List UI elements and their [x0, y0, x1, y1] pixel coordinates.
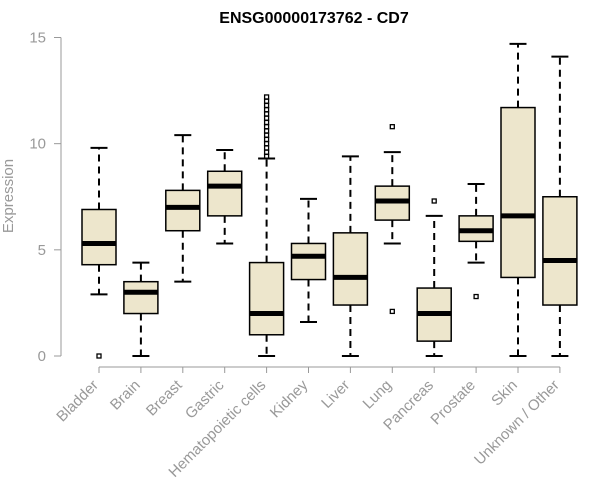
iqr-box — [165, 189, 201, 232]
outlier-point — [263, 141, 270, 147]
y-tick-label: 15 — [29, 30, 46, 47]
iqr-box — [206, 170, 243, 217]
box-pancreas — [416, 198, 452, 357]
iqr-box — [290, 242, 327, 281]
outlier-point — [263, 149, 270, 155]
box-skin — [500, 42, 536, 357]
outlier-point — [263, 124, 270, 130]
x-tick-label: Breast — [143, 376, 186, 419]
outlier-point — [431, 198, 437, 204]
outlier-point — [96, 353, 102, 359]
box-prostate — [458, 183, 494, 300]
axes: 0 5 10 15 — [29, 30, 561, 373]
iqr-box — [542, 196, 578, 306]
outlier-point — [263, 136, 270, 143]
box-hematopoietic-cells — [248, 94, 285, 357]
iqr-box — [81, 208, 117, 266]
outlier-point — [263, 145, 270, 151]
box-unknown-other — [542, 55, 578, 357]
box-liver — [332, 155, 369, 357]
iqr-box — [332, 232, 369, 306]
box-kidney — [290, 197, 327, 324]
plot-area — [81, 42, 578, 359]
x-tick-label: Brain — [107, 377, 144, 414]
x-tick-label: Prostate — [427, 377, 479, 429]
x-tick-label: Lung — [360, 377, 396, 413]
outlier-point — [263, 115, 270, 121]
outlier-point — [263, 94, 270, 100]
box-lung — [374, 124, 411, 315]
x-tick-label: Kidney — [267, 376, 312, 421]
y-tick-label: 0 — [38, 348, 46, 365]
y-tick-label: 5 — [38, 242, 46, 259]
box-bladder — [81, 146, 117, 359]
box-gastric — [206, 149, 243, 245]
outlier-point — [263, 128, 270, 134]
iqr-box — [248, 261, 285, 336]
chart-title: ENSG00000173762 - CD7 — [219, 10, 409, 27]
x-tick-label: Bladder — [53, 377, 102, 426]
outlier-point — [263, 102, 270, 109]
box-brain — [123, 261, 159, 357]
outlier-point — [263, 98, 270, 104]
iqr-box — [123, 280, 159, 315]
outlier-point — [389, 124, 395, 130]
iqr-box — [500, 106, 536, 279]
outlier-point — [263, 111, 270, 117]
box-breast — [165, 134, 201, 283]
outlier-point — [263, 107, 270, 113]
outlier-point — [389, 308, 395, 315]
outlier-point — [263, 119, 270, 126]
outlier-point — [473, 293, 479, 300]
x-tick-label: Liver — [318, 377, 353, 412]
outlier-point — [263, 132, 270, 138]
y-tick-label: 10 — [29, 136, 46, 153]
x-tick-label: Skin — [488, 377, 521, 410]
y-axis-label: Expression — [0, 159, 17, 233]
outlier-point — [263, 153, 270, 160]
